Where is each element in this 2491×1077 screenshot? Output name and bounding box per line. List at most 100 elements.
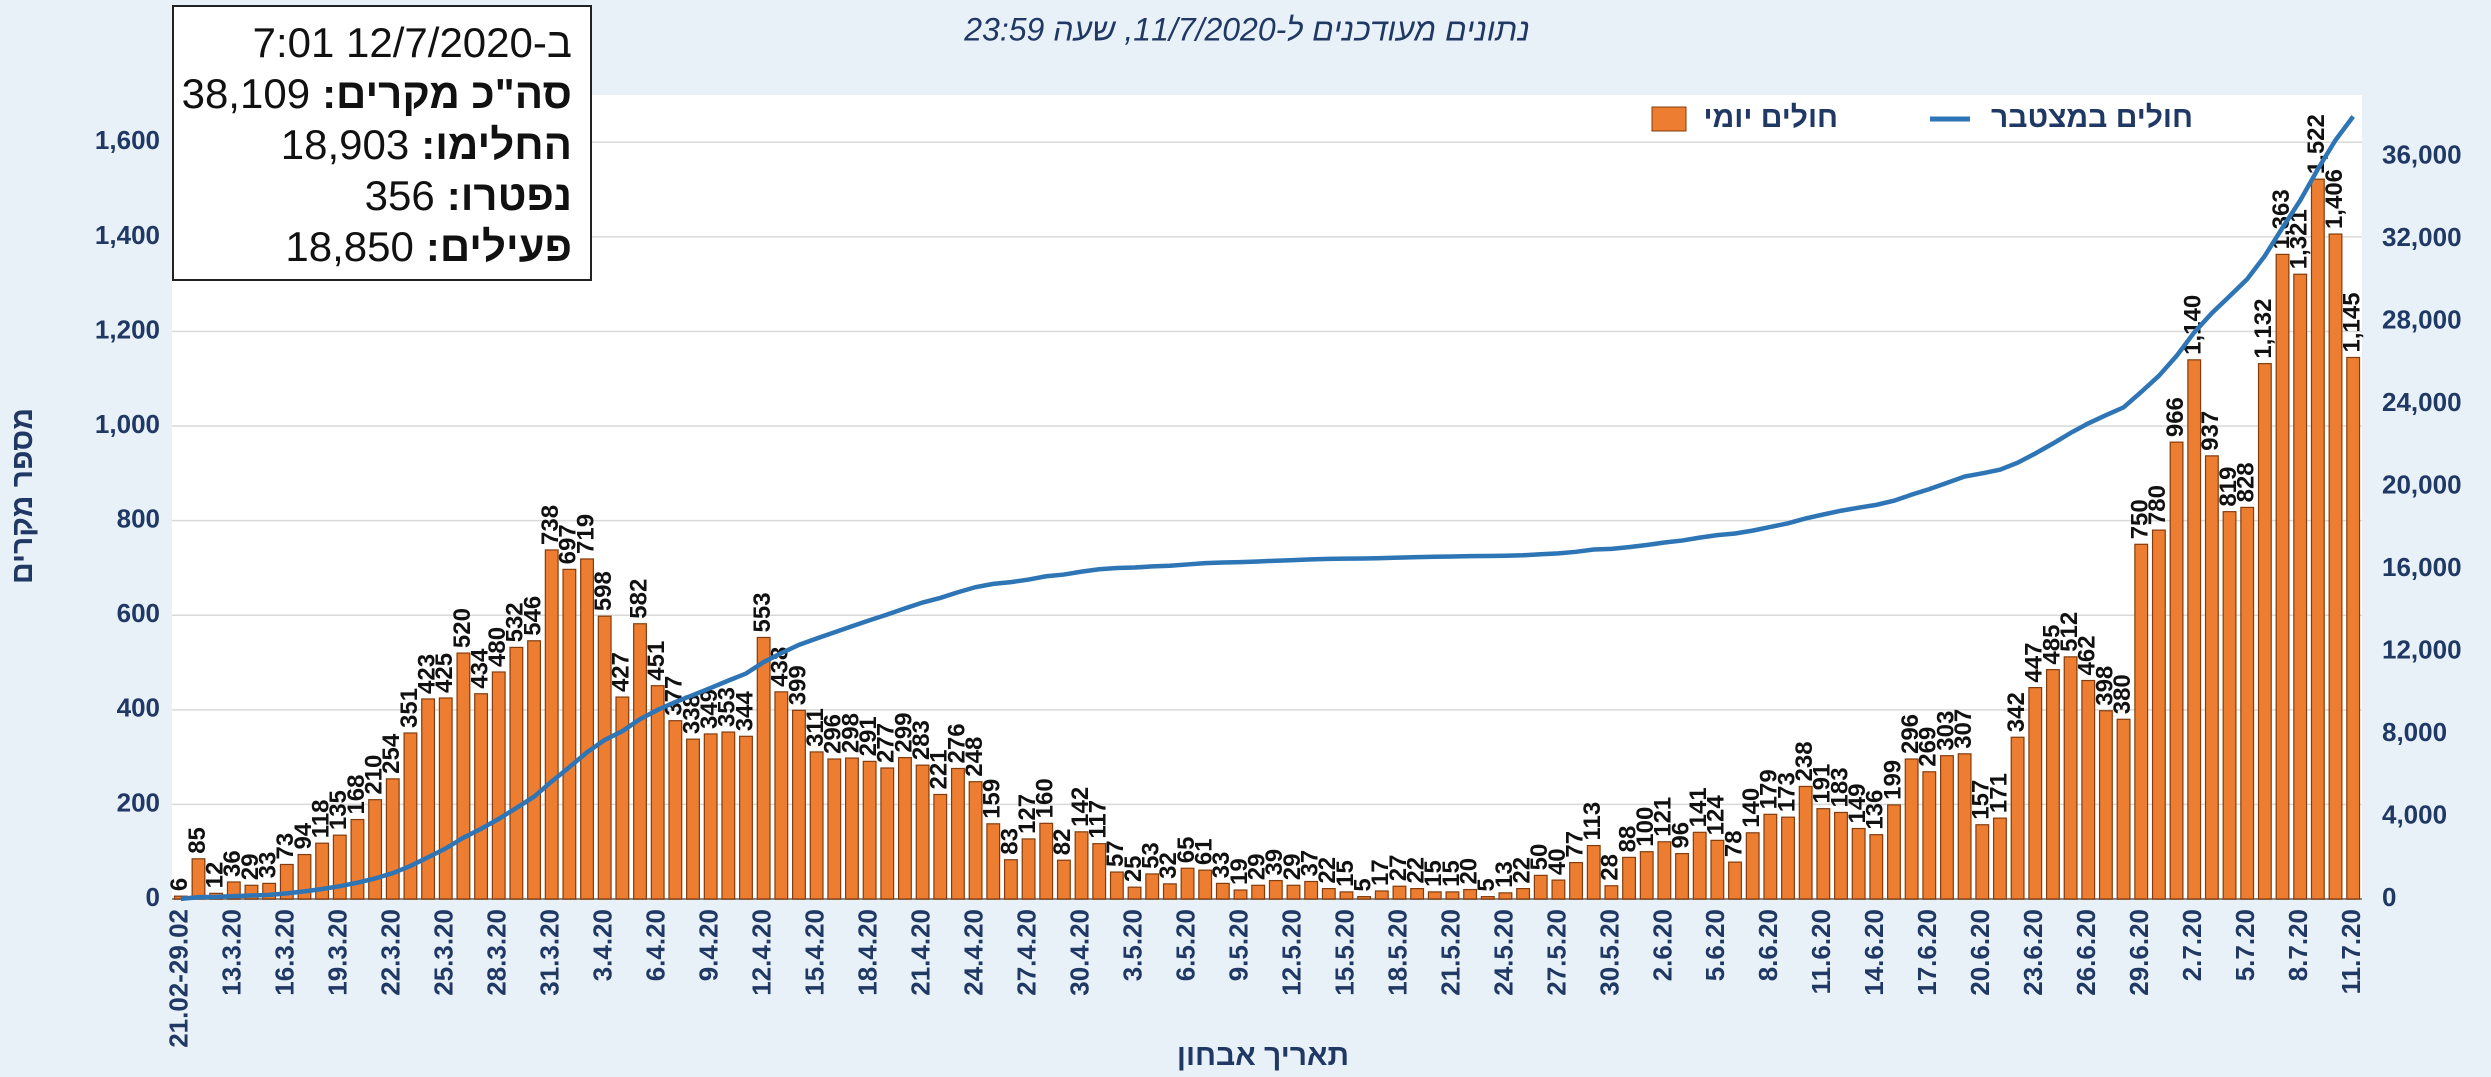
x-tick-label: 9.5.20 [1223,909,1253,981]
data-label: 6 [166,878,193,891]
info-row: פעילים:18,850 [174,221,572,272]
bar [1887,804,1901,900]
bar [1940,755,1954,900]
bar [2081,679,2096,900]
data-label: 462 [2074,635,2101,675]
bar [1092,843,1107,900]
data-label: 85 [184,827,211,854]
x-tick-label: 9.4.20 [694,909,724,981]
bar [474,693,489,900]
bar [615,696,630,900]
bar [1834,811,1848,900]
data-label: 553 [749,592,776,632]
bar [279,863,294,900]
info-value: 356 [364,172,435,219]
bar [1798,785,1813,900]
data-label: 780 [2144,485,2171,525]
data-label: 168 [343,774,370,814]
bar [580,558,594,900]
bar [756,636,771,900]
bar [1003,859,1018,900]
bar [633,623,647,900]
y2-tick-label: 32,000 [2382,222,2462,252]
bar [2310,178,2325,900]
x-tick-label: 12.5.20 [1276,909,1306,996]
bar [1392,885,1407,900]
data-label: 33 [254,852,281,879]
bar [1904,758,1919,900]
data-label: 57 [1102,840,1129,867]
y-axis-title: מספר מקרים [6,408,39,584]
bar [915,764,930,900]
x-tick-label: 17.6.20 [1912,909,1942,996]
data-label: 480 [484,627,511,667]
info-row: נפטרו:356 [174,170,572,221]
x-tick-label: 3.5.20 [1117,909,1147,981]
info-value: 38,109 [181,70,311,117]
data-label: 28 [1597,854,1624,881]
bar [774,691,789,900]
x-tick-label: 23.6.20 [2018,909,2048,996]
bar [1675,852,1689,900]
x-tick-label: 6.5.20 [1170,909,1200,981]
data-label: 277 [873,723,900,763]
info-row: החלימו:18,903 [174,119,572,170]
data-label: 298 [837,713,864,753]
bar [1975,824,1990,900]
bar [1516,887,1531,900]
x-tick-label: 21.02-29.02 [164,909,194,1048]
y2-tick-label: 28,000 [2382,305,2462,335]
x-tick-label: 12.4.20 [747,909,777,996]
bar [862,760,877,900]
data-label: 29 [1279,854,1306,881]
data-label: 183 [1826,767,1853,807]
data-label: 124 [1703,795,1730,836]
data-label: 210 [360,755,387,795]
x-tick-label: 19.3.20 [323,909,353,996]
data-label: 296 [1897,714,1924,754]
bar [315,842,330,900]
y2-tick-label: 12,000 [2382,634,2462,664]
data-label: 425 [431,653,458,693]
data-label: 937 [2197,411,2224,451]
data-label: 22 [1314,857,1341,884]
y-tick-label: 800 [117,504,160,534]
y-tick-label: 0 [146,882,160,912]
data-label: 719 [572,514,599,554]
data-label: 598 [590,571,617,611]
y2-tick-label: 8,000 [2382,717,2447,747]
bar [332,834,347,900]
bar [2293,273,2308,900]
data-label: 238 [1791,741,1818,781]
data-label: 351 [396,688,423,728]
bar [1869,834,1884,900]
bar [1162,883,1177,900]
data-label: 142 [1067,787,1094,827]
bar [827,758,842,900]
bar [1198,869,1213,900]
data-label: 33 [1208,852,1235,879]
x-tick-label: 2.6.20 [1647,909,1677,981]
bar [2028,686,2043,900]
bar [1445,891,1460,900]
data-label: 1,132 [2250,299,2277,359]
data-label: 15 [1332,860,1359,887]
bar [597,615,612,900]
info-label: פעילים: [425,223,572,270]
bar [968,781,983,900]
data-label: 276 [943,723,970,763]
bar [1586,844,1601,900]
legend-label: חולים במצטבר [1991,101,2193,134]
data-label: 423 [413,654,440,694]
data-label: 353 [714,687,741,727]
bar [1321,887,1336,900]
data-label: 427 [608,652,635,692]
data-label: 377 [661,676,688,716]
bar [2063,656,2078,900]
y-tick-label: 1,000 [95,409,160,439]
data-label: 88 [1614,826,1641,853]
bar [1781,816,1795,900]
x-tick-label: 5.6.20 [1700,909,1730,981]
